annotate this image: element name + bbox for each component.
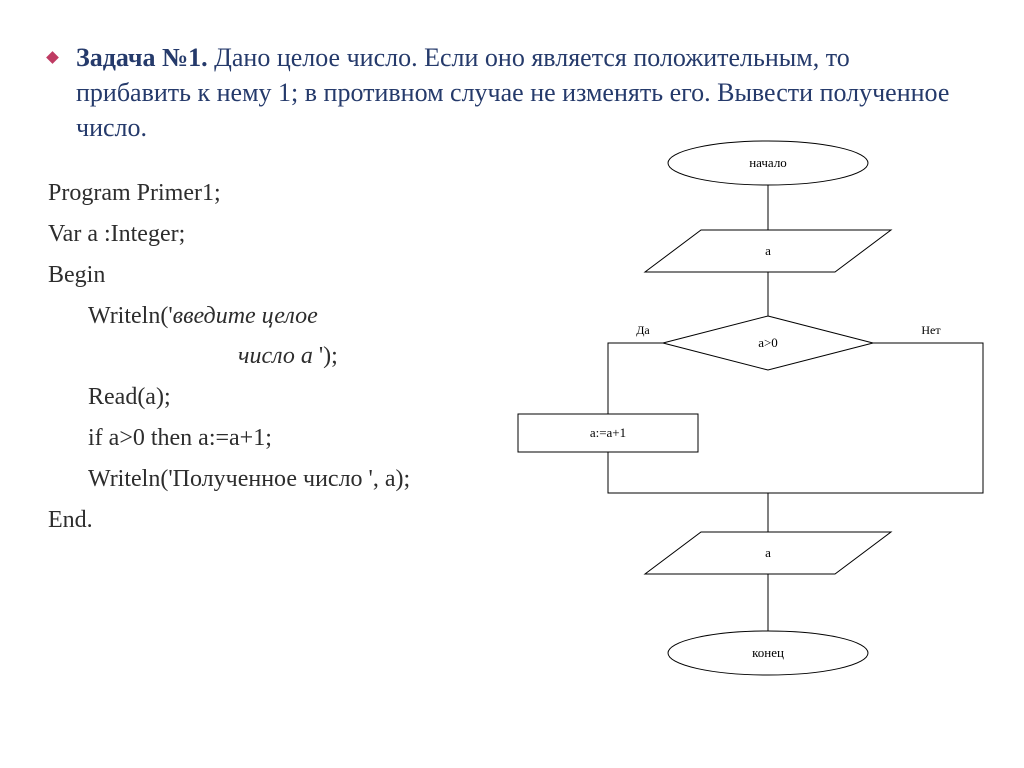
code-text-italic: введите целое [173,303,318,329]
code-text: Writeln(' [88,303,173,329]
bullet-icon [46,51,59,64]
svg-text:a: a [765,545,771,560]
flowchart-panel: началоaa>0a:=a+1aконецДаНет [488,173,976,540]
svg-text:Да: Да [636,323,650,337]
code-text-italic: число a [238,343,313,369]
code-line: if a>0 then a:=a+1; [48,418,488,459]
problem-statement: Задача №1. Дано целое число. Если оно яв… [76,40,966,145]
svg-text:a: a [765,243,771,258]
code-text: '); [313,343,338,369]
code-line: Var a :Integer; [48,214,488,255]
slide-page: Задача №1. Дано целое число. Если оно яв… [0,0,1024,768]
svg-text:конец: конец [752,645,784,660]
flowchart-svg: начало a a>0 a:=a+1 a конец Да Нет [478,133,998,693]
svg-text:начало: начало [749,155,787,170]
code-line: Program Primer1; [48,173,488,214]
code-line: число a '); [48,336,488,377]
code-line: Writeln('введите целое [48,296,488,337]
content-row: Program Primer1; Var a :Integer; Begin W… [48,173,976,540]
svg-text:Нет: Нет [921,323,941,337]
svg-text:a:=a+1: a:=a+1 [590,425,626,440]
code-line: Begin [48,255,488,296]
code-block: Program Primer1; Var a :Integer; Begin W… [48,173,488,540]
code-line: End. [48,500,488,541]
code-line: Writeln('Полученное число ', a); [48,459,488,500]
problem-title: Задача №1. [76,43,208,72]
code-line: Read(a); [48,377,488,418]
svg-text:a>0: a>0 [758,335,778,350]
